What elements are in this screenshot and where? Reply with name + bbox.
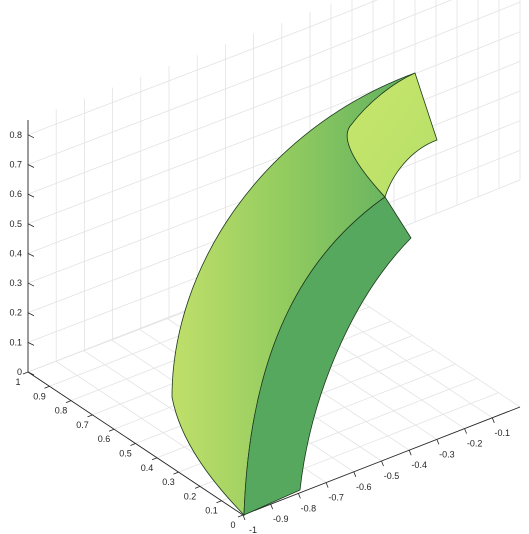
z-tick-label: 0.4 xyxy=(9,248,22,258)
z-tick-mark xyxy=(27,134,35,139)
x-tick-mark xyxy=(270,504,274,510)
y-tick-mark xyxy=(194,486,201,489)
y-tick-mark xyxy=(65,400,72,403)
z-tick-label: 0.5 xyxy=(9,219,22,229)
z-tick-label: 0.1 xyxy=(9,337,22,347)
y-tick-label: 0.8 xyxy=(55,406,68,416)
x-tick-label: -0.1 xyxy=(495,428,511,438)
z-tick-mark xyxy=(27,312,35,317)
x-tick-label: -0.5 xyxy=(384,471,400,481)
y-tick-mark xyxy=(22,371,29,375)
x-tick-mark xyxy=(325,482,329,488)
y-tick-label: 0.9 xyxy=(33,391,46,401)
z-tick-mark xyxy=(27,341,35,346)
y-tick-mark xyxy=(87,414,93,418)
front-side-face xyxy=(243,196,412,516)
y-tick-label: 0.5 xyxy=(119,449,132,459)
x-tick-mark xyxy=(353,471,357,477)
z-tick-mark xyxy=(27,164,35,168)
z-tick-mark xyxy=(27,193,35,198)
y-tick-mark xyxy=(237,514,244,518)
z-tick-mark xyxy=(27,223,35,228)
z-axis-ticks: 0 0.1 0.2 0.3 0.4 0.5 0.6 0.7 0.8 xyxy=(9,130,35,377)
z-tick-mark xyxy=(27,371,35,376)
surface-object xyxy=(171,72,438,516)
x-axis-ticks: -1 -0.9 -0.8 -0.7 -0.6 -0.5 -0.4 -0.3 -0.2 -0.1 xyxy=(242,417,511,534)
y-tick-label: 0.6 xyxy=(98,434,111,444)
x-tick-mark xyxy=(464,428,467,434)
y-tick-label: 0.4 xyxy=(141,463,154,473)
x-tick-label: -0.4 xyxy=(411,460,427,470)
x-tick-mark xyxy=(381,460,384,467)
x-tick-mark xyxy=(436,439,440,445)
y-tick-mark xyxy=(108,428,115,432)
x-tick-mark xyxy=(298,493,301,499)
y-tick-mark xyxy=(151,457,158,461)
y-tick-mark xyxy=(44,385,50,389)
x-tick-label: -0.7 xyxy=(328,493,344,503)
x-tick-label: -0.2 xyxy=(467,439,483,449)
y-tick-mark xyxy=(130,443,136,446)
x-tick-label: -0.9 xyxy=(273,514,289,524)
z-tick-label: 0.7 xyxy=(9,159,22,169)
y-tick-label: 0 xyxy=(230,520,235,530)
x-tick-label: -0.8 xyxy=(301,503,317,513)
y-tick-label: 0.3 xyxy=(162,477,175,487)
x-tick-mark xyxy=(242,514,246,521)
x-tick-mark xyxy=(491,417,495,423)
z-tick-mark xyxy=(27,253,35,257)
y-tick-mark xyxy=(216,500,222,504)
y-tick-label: 0.7 xyxy=(76,420,89,430)
x-tick-label: -0.6 xyxy=(356,482,372,492)
z-tick-label: 0.2 xyxy=(9,308,22,318)
y-axis-ticks: 0 0.1 0.2 0.3 0.4 0.5 0.6 0.7 0.8 0.9 1 xyxy=(15,371,244,530)
z-tick-label: 0 xyxy=(17,367,22,377)
y-tick-label: 0.1 xyxy=(205,506,218,516)
z-tick-mark xyxy=(27,282,35,287)
x-tick-label: -1 xyxy=(249,525,257,534)
x-tick-label: -0.3 xyxy=(439,449,455,459)
x-tick-mark xyxy=(408,450,412,456)
z-tick-label: 0.3 xyxy=(9,278,22,288)
y-tick-mark xyxy=(173,471,179,475)
top-end-face xyxy=(346,72,438,198)
z-tick-label: 0.8 xyxy=(9,130,22,140)
z-tick-label: 0.6 xyxy=(9,189,22,199)
y-tick-label: 0.2 xyxy=(184,491,197,501)
y-tick-label: 1 xyxy=(15,377,20,387)
